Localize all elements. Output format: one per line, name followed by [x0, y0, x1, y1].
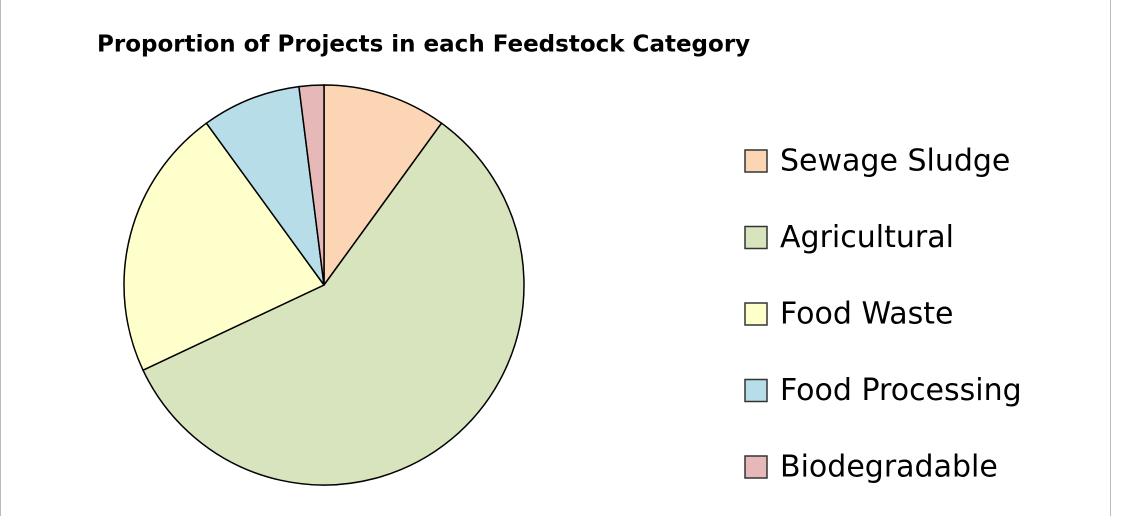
- legend-swatch: [744, 455, 768, 479]
- pie-slice: [123, 122, 326, 372]
- pie-slice: [142, 122, 525, 486]
- legend-swatch: [744, 378, 768, 403]
- pie-slice: [205, 85, 325, 286]
- legend-label: Agricultural: [780, 220, 954, 255]
- pie-slice: [298, 84, 325, 286]
- legend-label: Biodegradable: [780, 450, 998, 485]
- legend-swatch: [744, 149, 768, 173]
- legend-swatch: [744, 302, 768, 326]
- legend-label: Sewage Sludge: [780, 144, 1010, 179]
- legend-label: Food Waste: [780, 297, 953, 332]
- legend-swatch: [744, 225, 768, 250]
- chart-title: Proportion of Projects in each Feedstock…: [97, 32, 750, 58]
- legend-label: Food Processing: [780, 373, 1022, 408]
- pie-slice: [323, 84, 443, 288]
